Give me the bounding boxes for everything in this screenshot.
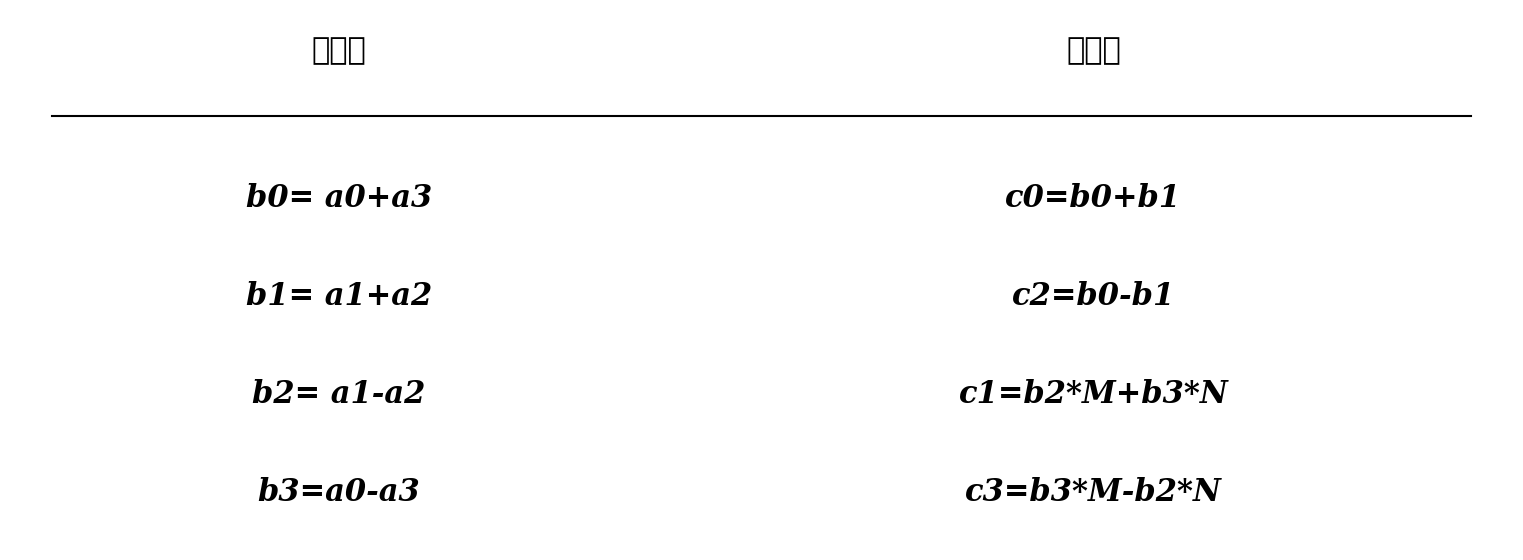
Text: b2= a1-a2: b2= a1-a2 — [253, 379, 425, 410]
Text: b0= a0+a3: b0= a0+a3 — [245, 183, 433, 213]
Text: c1=b2*M+b3*N: c1=b2*M+b3*N — [958, 379, 1229, 410]
Text: c0=b0+b1: c0=b0+b1 — [1005, 183, 1182, 213]
Text: 第二步: 第二步 — [1066, 36, 1121, 65]
Text: 第一步: 第一步 — [312, 36, 367, 65]
Text: b1= a1+a2: b1= a1+a2 — [245, 281, 433, 312]
Text: b3=a0-a3: b3=a0-a3 — [257, 478, 420, 508]
Text: c2=b0-b1: c2=b0-b1 — [1011, 281, 1176, 312]
Text: c3=b3*M-b2*N: c3=b3*M-b2*N — [966, 478, 1221, 508]
